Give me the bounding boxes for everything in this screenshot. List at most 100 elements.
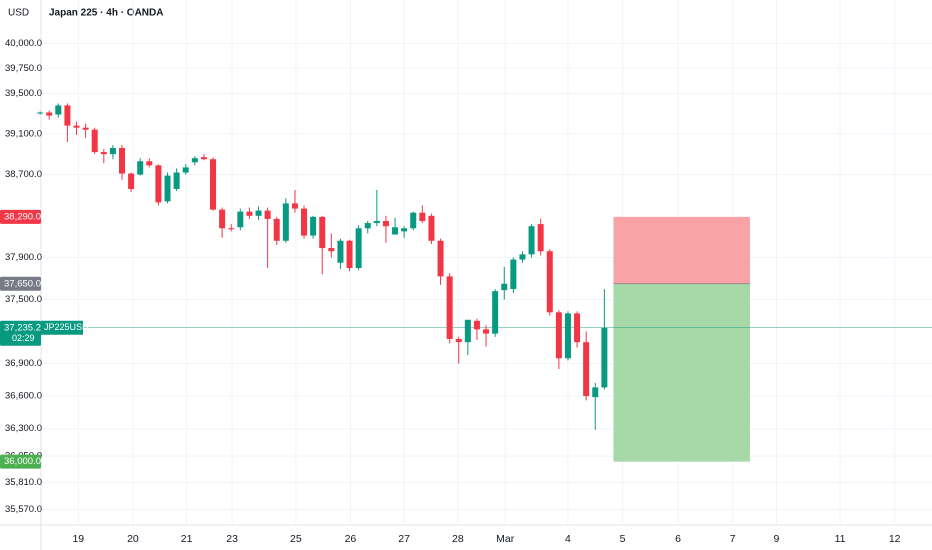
candle-body xyxy=(346,240,353,268)
x-tick-label: Mar xyxy=(496,533,515,545)
candle-body xyxy=(574,313,581,343)
symbol-label: JP225USD xyxy=(44,322,89,332)
x-tick-label: 11 xyxy=(835,533,846,545)
y-tick-label: 39,100.0 xyxy=(5,128,42,139)
target-price-box xyxy=(0,454,41,469)
candle-body xyxy=(382,221,389,227)
candle-body xyxy=(182,167,189,173)
candle-body xyxy=(392,227,399,235)
x-tick-label: 19 xyxy=(72,533,84,545)
x-tick-label: 4 xyxy=(565,533,571,545)
candle-body xyxy=(219,209,226,229)
candle-body xyxy=(73,125,80,128)
candle-body xyxy=(55,105,62,115)
last-price-box xyxy=(0,320,41,346)
candle-body xyxy=(564,313,571,359)
y-tick-label: 38,700.0 xyxy=(5,169,42,180)
y-tick-label: 37,900.0 xyxy=(5,252,42,263)
candle-body xyxy=(510,259,517,290)
candle-body xyxy=(119,147,126,174)
candle-body xyxy=(428,215,435,241)
candle-body xyxy=(82,127,89,130)
candle-body xyxy=(492,291,499,334)
y-tick-label: 40,000.0 xyxy=(5,38,42,49)
chart-title: Japan 225 · 4h · OANDA xyxy=(49,8,163,19)
y-tick-label: 35,570.0 xyxy=(5,504,42,515)
x-tick-label: 21 xyxy=(181,533,193,545)
candle-body xyxy=(137,161,144,175)
x-tick-label: 25 xyxy=(290,533,302,545)
candle-body xyxy=(401,228,408,232)
y-tick-label: 37,500.0 xyxy=(5,294,42,305)
stop-price-label: 38,290.0 xyxy=(4,211,41,222)
entry-price-box xyxy=(0,276,41,291)
candle-body xyxy=(301,208,308,236)
x-tick-label: 27 xyxy=(398,533,410,545)
candle-body xyxy=(546,251,553,313)
candle-body xyxy=(337,240,344,263)
countdown: 02:29 xyxy=(12,333,35,343)
currency: USD xyxy=(8,8,29,19)
candle-body xyxy=(109,147,116,155)
y-tick-label: 35,810.0 xyxy=(5,477,42,488)
x-tick-label: 28 xyxy=(452,533,464,545)
stop-zone xyxy=(613,216,750,284)
candle-body xyxy=(146,161,153,166)
x-tick-label: 12 xyxy=(889,533,901,545)
candle-body xyxy=(100,152,107,155)
candle-body xyxy=(364,223,371,229)
candle-body xyxy=(446,276,453,339)
candle-body xyxy=(473,320,480,330)
candle-body xyxy=(319,216,326,249)
candle-body xyxy=(282,203,289,241)
candle-body xyxy=(173,172,180,189)
target-price-label: 36,000.0 xyxy=(4,456,41,467)
candle-body xyxy=(64,105,71,126)
stop-price-box xyxy=(0,209,41,224)
x-tick-label: 23 xyxy=(226,533,238,545)
x-tick-label: 9 xyxy=(773,533,779,545)
x-tick-label: 20 xyxy=(127,533,139,545)
entry-price-label: 37,650.0 xyxy=(4,278,41,289)
candle-body xyxy=(91,129,98,153)
candle-body xyxy=(519,254,526,260)
candle-body xyxy=(501,283,508,291)
candle-body xyxy=(528,226,535,255)
candle-body xyxy=(455,338,462,343)
target-zone xyxy=(613,283,750,462)
candle-body xyxy=(437,240,444,277)
candle-body xyxy=(46,112,53,116)
candle-body xyxy=(291,203,298,209)
y-tick-label: 36,300.0 xyxy=(5,423,42,434)
candle-body xyxy=(255,210,262,216)
y-tick-label: 39,750.0 xyxy=(5,63,42,74)
candle-body xyxy=(128,173,135,189)
x-tick-label: 5 xyxy=(620,533,626,545)
candle-body xyxy=(210,159,217,210)
last-price-label: 37,235.2 xyxy=(4,322,41,333)
candle-body xyxy=(592,387,599,398)
candle-body xyxy=(37,112,44,114)
candle-body xyxy=(419,212,426,222)
candle-body xyxy=(483,329,490,334)
symbol-box xyxy=(41,320,83,335)
candle-body xyxy=(246,211,253,216)
y-tick-label: 36,600.0 xyxy=(5,391,42,402)
x-tick-label: 26 xyxy=(345,533,357,545)
y-tick-label: 39,500.0 xyxy=(5,88,42,99)
x-tick-label: 7 xyxy=(730,533,736,545)
candle-body xyxy=(373,221,380,224)
candle-body xyxy=(601,327,608,388)
candle-body xyxy=(355,228,362,268)
candle-body xyxy=(273,218,280,241)
candle-body xyxy=(264,210,271,219)
candle-body xyxy=(155,165,162,203)
y-tick-label: 36,900.0 xyxy=(5,358,42,369)
candle-body xyxy=(228,228,235,230)
candle-body xyxy=(191,158,198,163)
x-tick-label: 6 xyxy=(675,533,681,545)
candle-body xyxy=(583,342,590,397)
candle-body xyxy=(310,216,317,236)
candle-body xyxy=(164,175,171,202)
